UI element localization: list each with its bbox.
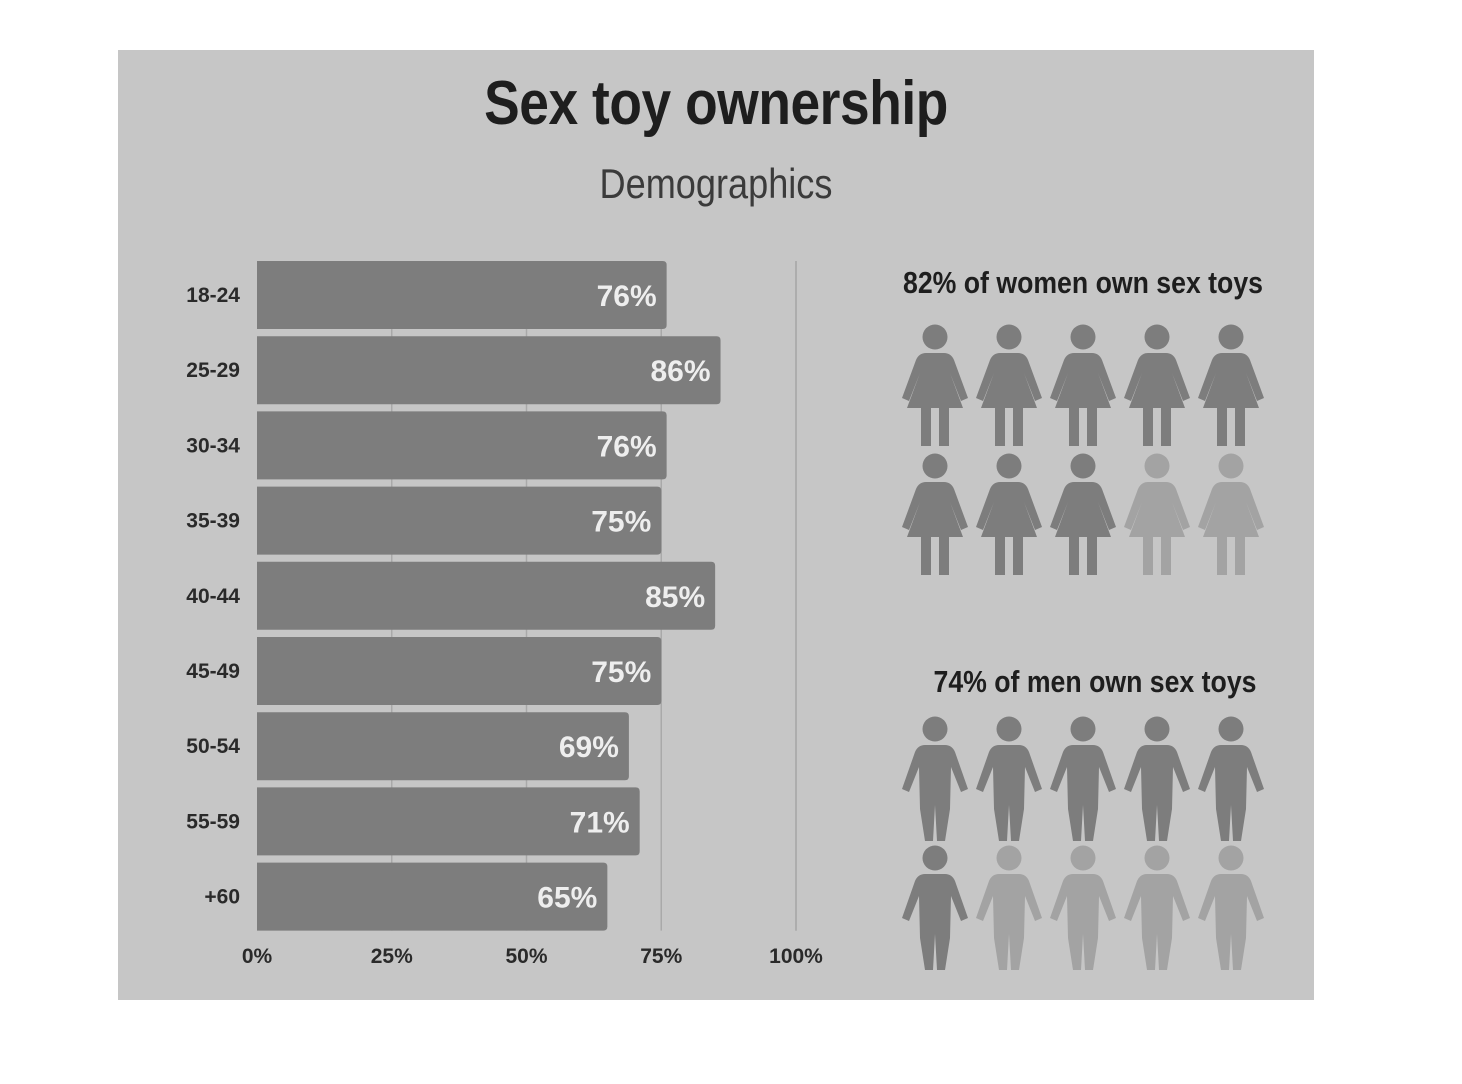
x-tick-label: 100% [769, 945, 823, 968]
category-label: 55-59 [186, 810, 240, 833]
bar-35-39 [257, 486, 662, 555]
x-tick-label: 75% [640, 945, 682, 968]
woman-icon [1198, 324, 1264, 446]
man-icon [1050, 845, 1116, 970]
man-icon [1050, 716, 1116, 841]
bar-value-label: 75% [591, 506, 651, 539]
bar-value-label: 71% [570, 806, 630, 839]
woman-icon [1198, 453, 1264, 575]
bar-value-label: 85% [645, 581, 705, 614]
category-label: 50-54 [186, 735, 240, 758]
bar-value-label: 76% [597, 280, 657, 313]
bar-value-label: 75% [591, 656, 651, 689]
bars [257, 261, 721, 931]
bar-value-label: 86% [650, 355, 710, 388]
men-caption: 74% of men own sex toys [933, 664, 1257, 699]
category-label: 30-34 [186, 434, 240, 457]
man-icon [1198, 716, 1264, 841]
bar-40-44 [257, 561, 716, 630]
man-icon [902, 716, 968, 841]
bar-18-24 [257, 261, 667, 329]
bar-25-29 [257, 336, 721, 405]
woman-icon [976, 453, 1042, 575]
bar-value-label: 69% [559, 731, 619, 764]
labels: 0% 25% 50% 75% 100% 18-24 76% 25-29 86% 30-34 76% 3… [186, 280, 823, 968]
x-tick-label: 50% [505, 945, 547, 968]
bar-30-34 [257, 411, 667, 480]
category-label: +60 [204, 886, 240, 909]
bar-chart: 0% 25% 50% 75% 100% 18-24 76% 25-29 86% 30-34 76% 3… [186, 261, 1264, 970]
category-label: 25-29 [186, 359, 240, 382]
woman-icon [976, 324, 1042, 446]
infographic-panel: Sex toy ownership Demographics 0% 25% 50% 7… [118, 50, 1314, 1000]
bar-value-label: 76% [597, 430, 657, 463]
woman-icon [1050, 453, 1116, 575]
man-icon [902, 845, 968, 970]
chart-subtitle: Demographics [599, 160, 833, 207]
women-caption: 82% of women own sex toys [902, 265, 1263, 300]
woman-icon [902, 324, 968, 446]
woman-icon [902, 453, 968, 575]
man-icon [976, 845, 1042, 970]
x-tick-label: 25% [371, 945, 413, 968]
category-label: 18-24 [186, 284, 240, 307]
x-tick-label: 0% [242, 945, 273, 968]
woman-icon [1050, 324, 1116, 446]
bar-value-label: 65% [537, 882, 597, 915]
category-label: 35-39 [186, 510, 240, 533]
man-icon [976, 716, 1042, 841]
bar-55-59 [257, 787, 640, 856]
pictograms [902, 324, 1264, 970]
bar-45-49 [257, 637, 662, 705]
man-icon [1124, 716, 1190, 841]
category-label: 40-44 [186, 585, 240, 608]
category-label: 45-49 [186, 660, 240, 683]
bar-+60 [257, 862, 608, 931]
bar-50-54 [257, 712, 629, 781]
woman-icon [1124, 453, 1190, 575]
man-icon [1124, 845, 1190, 970]
man-icon [1198, 845, 1264, 970]
chart-title: Sex toy ownership [484, 69, 948, 138]
woman-icon [1124, 324, 1190, 446]
